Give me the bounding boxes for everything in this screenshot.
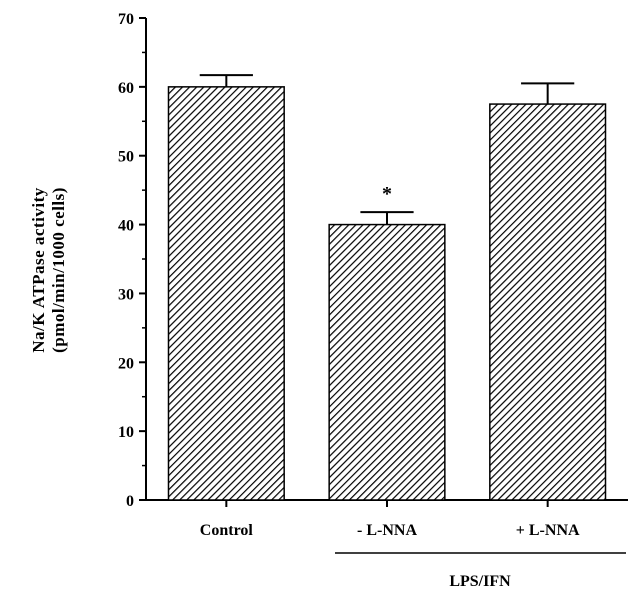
bar (328, 223, 446, 501)
bars (167, 86, 607, 507)
category-label: + L-NNA (516, 522, 580, 539)
y-axis-label-line2: (pmol/min/1000 cells) (49, 187, 68, 353)
y-ticks: 0 10 20 30 40 50 60 70 (118, 11, 146, 510)
y-tick-label: 60 (118, 80, 134, 97)
y-tick-label: 20 (118, 355, 134, 372)
annotations: * (382, 183, 392, 205)
y-tick-label: 30 (118, 286, 134, 303)
y-axis-label-line1: Na/K ATPase activity (29, 187, 48, 353)
group-label: LPS/IFN (449, 573, 511, 590)
category-labels: Control - L-NNA + L-NNA (200, 522, 580, 539)
bar (167, 86, 285, 501)
category-label: - L-NNA (357, 522, 417, 539)
y-tick-label: 10 (118, 424, 134, 441)
y-tick-label: 40 (118, 218, 134, 235)
bar (489, 103, 607, 501)
error-bars (199, 74, 575, 225)
significance-marker: * (382, 183, 392, 205)
category-label: Control (200, 522, 254, 539)
y-tick-label: 70 (118, 11, 134, 28)
y-tick-label: 0 (126, 493, 134, 510)
y-tick-label: 50 (118, 149, 134, 166)
y-axis-label: Na/K ATPase activity (pmol/min/1000 cell… (29, 187, 68, 353)
